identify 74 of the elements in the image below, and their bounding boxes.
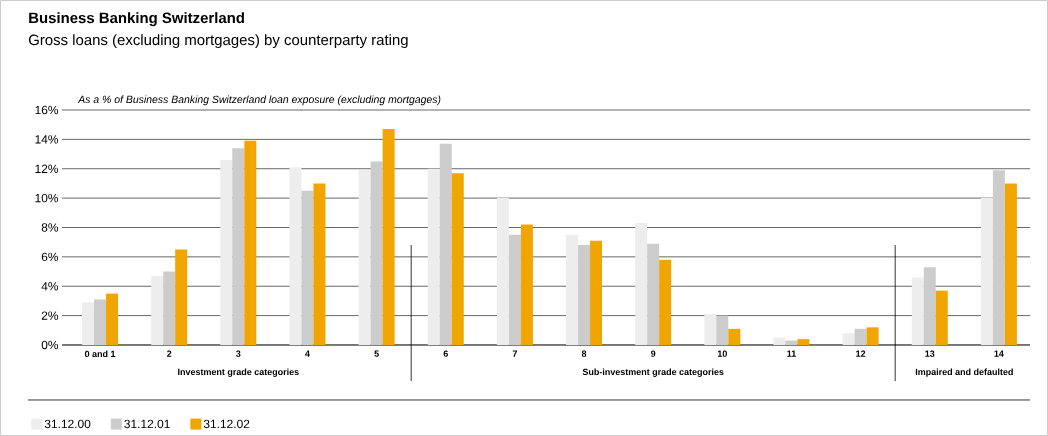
bar [301, 190, 314, 345]
bar [590, 240, 603, 345]
bar [313, 183, 326, 345]
bar [911, 277, 924, 345]
bar [566, 234, 579, 345]
x-tick-label: 12 [856, 350, 866, 357]
x-tick-label: 6 [443, 350, 448, 357]
bar [635, 223, 648, 345]
bar [370, 161, 383, 345]
bar [358, 170, 371, 345]
x-tick-label: 4 [305, 350, 310, 357]
bar [151, 275, 164, 345]
text: Investment grade categories [178, 368, 299, 377]
bar [382, 129, 395, 345]
bar [728, 328, 741, 345]
bar [578, 245, 591, 345]
bar [854, 328, 867, 345]
bar [992, 170, 1005, 345]
y-tick-label: 10% [35, 193, 59, 203]
bar [427, 168, 440, 345]
x-tick-label: 2 [167, 350, 172, 357]
bar [785, 340, 798, 345]
bar [716, 315, 729, 345]
x-tick-label: 5 [374, 350, 379, 357]
x-tick-label: 0 and 1 [84, 350, 116, 358]
bar [220, 159, 233, 345]
x-tick-label: 9 [651, 350, 656, 357]
bar [439, 143, 452, 345]
y-tick-label: 16% [35, 105, 59, 115]
y-tick-label: 12% [35, 164, 59, 173]
bar [866, 327, 879, 345]
y-tick-label: 6% [41, 252, 59, 262]
bar [842, 333, 855, 345]
x-tick-label: 8 [581, 350, 587, 357]
bar [451, 173, 464, 345]
bar [82, 302, 95, 345]
chart-subtitle: Gross loans (excluding mortgages) by counterparty rating [28, 34, 408, 49]
x-tick-label: 3 [236, 350, 241, 357]
bar [244, 140, 257, 345]
bar [520, 224, 533, 345]
bar [935, 290, 948, 345]
legend-label: 31.12.00 [44, 419, 91, 429]
y-tick-label: 8% [41, 223, 59, 232]
bar [232, 148, 245, 345]
text: Sub-investment grade categories [582, 368, 724, 377]
bar [659, 259, 672, 345]
bar [797, 339, 810, 345]
y-axis-title: As a % of Business Banking Switzerland loan exposure (excluding mortgages) [77, 95, 441, 106]
bar [1004, 183, 1017, 345]
bar [289, 167, 302, 345]
bar [704, 314, 717, 345]
bar [980, 198, 993, 345]
x-tick-label: 11 [787, 350, 796, 357]
legend-label: 31.12.01 [124, 419, 170, 429]
y-tick-label: 2% [41, 311, 59, 320]
x-tick-label: 7 [512, 350, 517, 357]
y-tick-label: 14% [35, 135, 59, 144]
bar [94, 299, 107, 345]
bar [496, 198, 509, 345]
y-tick-label: 4% [41, 282, 59, 291]
y-tick-label: 0% [41, 340, 59, 350]
x-tick-label: 10 [717, 350, 727, 357]
bar [163, 271, 176, 345]
x-tick-label: 14 [994, 350, 1004, 357]
legend-label: 31.12.02 [203, 419, 250, 429]
bar [647, 243, 660, 345]
bar [923, 267, 936, 345]
x-tick-label: 13 [925, 350, 935, 357]
bar [175, 249, 188, 345]
chart-title: Business Banking Switzerland [29, 12, 244, 27]
bar [508, 234, 521, 345]
bar [773, 337, 786, 345]
bar [106, 293, 119, 345]
text: Impaired and defaulted [915, 368, 1013, 377]
